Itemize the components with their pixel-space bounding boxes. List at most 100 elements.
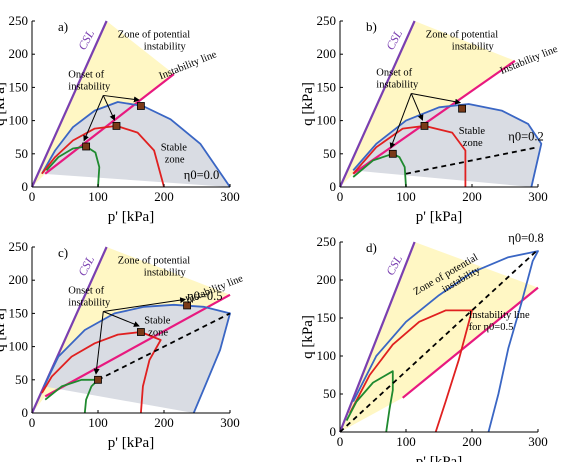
eta-label: η0=0.2 bbox=[508, 130, 543, 144]
y-tick-label: 100 bbox=[9, 339, 29, 354]
y-tick-label: 250 bbox=[317, 13, 337, 28]
stable-zone-label-line1: Stable bbox=[459, 126, 486, 137]
potential-zone-shading bbox=[340, 242, 538, 432]
marker-layer bbox=[94, 301, 192, 384]
y-tick-label: 100 bbox=[317, 113, 337, 128]
potential-zone-label: Zone of potential instability bbox=[426, 30, 501, 53]
potential-zone-label-line2: instability bbox=[144, 268, 187, 279]
instability-line bbox=[352, 59, 516, 175]
onset-arrows bbox=[83, 94, 140, 142]
csl-line bbox=[30, 20, 108, 188]
stress-path-blue bbox=[352, 250, 539, 433]
onset-marker bbox=[136, 102, 145, 110]
y-tick-label: 100 bbox=[317, 348, 337, 363]
onset-arrow bbox=[83, 95, 104, 142]
series-layer bbox=[30, 246, 231, 414]
onset-arrow bbox=[102, 95, 116, 121]
y-tick-label: 0 bbox=[22, 179, 29, 194]
y-tick-label: 150 bbox=[9, 305, 29, 320]
eta-label: η0=0.0 bbox=[184, 168, 219, 182]
panel-label: d) bbox=[366, 240, 377, 255]
y-tick-label: 50 bbox=[15, 146, 28, 161]
y-axis-title: q [kPa] bbox=[0, 82, 8, 126]
x-tick-label: 0 bbox=[29, 189, 36, 204]
onset-label-line2: instability bbox=[68, 297, 111, 308]
instability-line bbox=[44, 73, 175, 175]
stable-zone-label: Stable zone bbox=[144, 315, 173, 338]
y-tick-label: 200 bbox=[9, 272, 29, 287]
stress-path-red bbox=[41, 125, 165, 188]
y-tick-label: 0 bbox=[22, 405, 29, 420]
potential-zone-label-line1: Zone of potential bbox=[426, 30, 498, 41]
y-tick-label: 150 bbox=[317, 310, 337, 325]
onset-label-line1: Onset of bbox=[68, 285, 104, 296]
x-tick-label: 100 bbox=[396, 189, 416, 204]
stress-path-blue bbox=[352, 103, 543, 188]
stable-zone-shading bbox=[353, 104, 542, 187]
stable-zone-shading bbox=[43, 304, 231, 413]
x-axis-title: p' [kPa] bbox=[416, 454, 462, 462]
x-tick-label: 0 bbox=[337, 434, 344, 449]
stable-zone-label-line1: Stable bbox=[144, 315, 171, 326]
stable-zone-label-line2: zone bbox=[463, 138, 483, 149]
y-tick-label: 200 bbox=[9, 46, 29, 61]
eta-label: η0=0.8 bbox=[508, 231, 543, 245]
axes-layer: 0 100 200 300 0 50 100 150 200 250 p' [kPa] q [kPa] bbox=[300, 13, 548, 225]
y-axis-title: q [kPa] bbox=[300, 82, 316, 126]
marker-layer bbox=[388, 104, 467, 158]
panel-c: 0 100 200 300 0 50 100 150 200 250 p' [kPa] q [kPa]… bbox=[0, 239, 245, 451]
axes-layer: 0 100 200 300 0 50 100 150 200 250 p' [kPa] q [kPa] bbox=[0, 13, 240, 225]
instability-line bbox=[44, 293, 231, 398]
y-tick-label: 250 bbox=[9, 13, 29, 28]
stress-path-blue bbox=[41, 101, 231, 188]
panel-label: c) bbox=[58, 245, 68, 260]
dashed-line bbox=[405, 146, 539, 175]
onset-marker bbox=[388, 149, 397, 158]
potential-zone-label-line1: Zone of potential bbox=[118, 256, 190, 267]
onset-label-line1: Onset of bbox=[68, 69, 104, 80]
marker-layer bbox=[82, 102, 145, 151]
panel-a: 0 100 200 300 0 50 100 150 200 250 p' [kPa] q [kPa]… bbox=[0, 13, 240, 225]
onset-marker bbox=[94, 375, 102, 384]
onset-arrow bbox=[411, 92, 462, 105]
panel-label: a) bbox=[58, 19, 68, 34]
x-tick-label: 300 bbox=[528, 434, 548, 449]
onset-marker bbox=[420, 122, 429, 130]
onset-label: Onset of instability bbox=[376, 67, 419, 90]
onset-marker bbox=[136, 328, 145, 336]
series-layer bbox=[30, 20, 231, 188]
stable-zone-label-line1: Stable bbox=[161, 142, 188, 153]
y-tick-label: 0 bbox=[330, 179, 337, 194]
stable-zone-label: Stable zone bbox=[459, 126, 488, 149]
onset-marker bbox=[112, 122, 121, 130]
csl-line bbox=[338, 241, 416, 433]
y-tick-label: 150 bbox=[317, 79, 337, 94]
dashed-line bbox=[97, 312, 231, 381]
x-axis-title: p' [kPa] bbox=[108, 209, 154, 225]
stress-path-red bbox=[41, 331, 162, 414]
x-tick-label: 100 bbox=[396, 434, 416, 449]
x-tick-label: 100 bbox=[88, 415, 108, 430]
onset-arrow bbox=[389, 93, 412, 149]
onset-label-line2: instability bbox=[376, 79, 419, 90]
onset-label-line2: instability bbox=[68, 81, 111, 92]
y-tick-label: 50 bbox=[323, 386, 336, 401]
onset-arrow bbox=[410, 93, 424, 121]
instability-line-label: Instability line bbox=[158, 49, 219, 82]
x-tick-label: 200 bbox=[462, 189, 482, 204]
onset-label: Onset of instability bbox=[68, 69, 111, 92]
csl-line bbox=[338, 20, 416, 188]
panel-b: 0 100 200 300 0 50 100 150 200 250 p' [kPa] q [kPa]… bbox=[300, 13, 560, 225]
onset-marker bbox=[82, 142, 91, 151]
y-tick-label: 250 bbox=[317, 234, 337, 249]
y-tick-label: 200 bbox=[317, 272, 337, 287]
stress-path-green bbox=[345, 370, 394, 433]
stable-zone-label: Stable zone bbox=[161, 142, 190, 165]
stable-zone-label-line2: zone bbox=[165, 154, 185, 165]
potential-zone-label: Zone of potential instability bbox=[118, 256, 193, 279]
x-tick-label: 300 bbox=[220, 415, 240, 430]
y-tick-label: 50 bbox=[15, 372, 28, 387]
x-tick-label: 200 bbox=[154, 189, 174, 204]
potential-zone-label: Zone of potential instability bbox=[118, 30, 193, 53]
onset-marker bbox=[458, 104, 467, 113]
